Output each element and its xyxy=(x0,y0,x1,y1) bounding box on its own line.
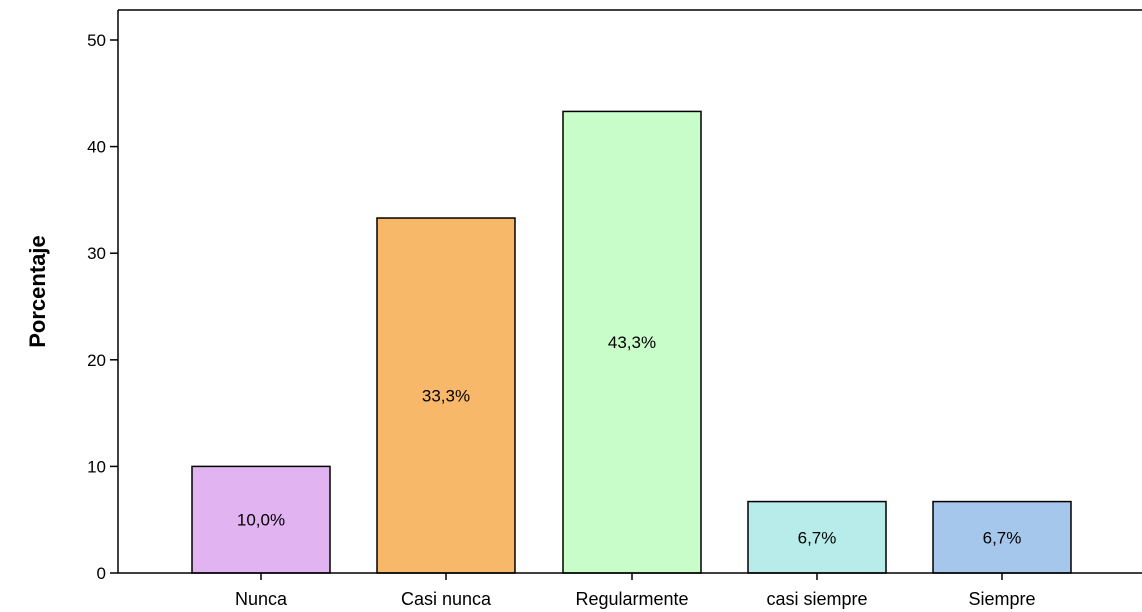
x-tick-label: Regularmente xyxy=(575,589,688,609)
bar xyxy=(562,110,702,574)
bar-value-label: 6,7% xyxy=(798,528,837,547)
y-tick-label: 10 xyxy=(87,457,106,476)
bar-value-label: 33,3% xyxy=(422,387,470,406)
y-axis: 0 10 20 30 40 50 xyxy=(87,31,118,583)
x-axis: Nunca Casi nunca Regularmente casi siempre S… xyxy=(235,573,1036,609)
bar-value-label: 43,3% xyxy=(608,333,656,352)
y-tick-label: 50 xyxy=(87,31,106,50)
x-tick-label: Casi nunca xyxy=(401,589,492,609)
bar-value-label: 10,0% xyxy=(237,511,285,530)
bars-group: 10,0% 33,3% 43,3% 6,7% 6,7% xyxy=(191,110,1072,574)
y-tick-label: 40 xyxy=(87,138,106,157)
y-tick-label: 0 xyxy=(97,564,106,583)
x-tick-label: casi siempre xyxy=(766,589,867,609)
bar xyxy=(932,500,1072,574)
bar xyxy=(376,217,516,574)
y-axis-title: Porcentaje xyxy=(25,235,50,348)
y-tick-label: 20 xyxy=(87,351,106,370)
x-tick-label: Nunca xyxy=(235,589,288,609)
y-tick-label: 30 xyxy=(87,244,106,263)
x-tick-label: Siempre xyxy=(968,589,1035,609)
bar xyxy=(747,500,887,574)
bar-value-label: 6,7% xyxy=(983,528,1022,547)
